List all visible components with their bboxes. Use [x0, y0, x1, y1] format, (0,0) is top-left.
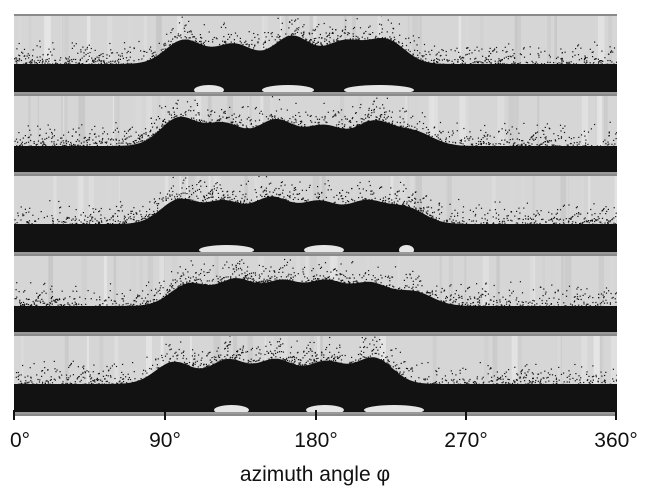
- separator-line: [14, 14, 617, 16]
- photo-strip-stack: [14, 14, 617, 416]
- tick-label-0: 0°: [9, 429, 31, 452]
- axis-ticks: [13, 410, 617, 420]
- tick-label-90: 90°: [149, 429, 181, 452]
- tick-label-180: 180°: [294, 429, 338, 452]
- separator-line: [14, 174, 617, 176]
- photo-panel-5: [14, 336, 617, 414]
- tick-label-270: 270°: [444, 429, 488, 452]
- separator-line: [14, 94, 617, 96]
- tick-label-360: 360°: [594, 429, 638, 452]
- photo-panel-2: [14, 96, 617, 174]
- photo-panel-1: [14, 16, 617, 94]
- photo-panel-4: [14, 256, 617, 334]
- photo-panel-3: [14, 176, 617, 254]
- separator-line: [14, 334, 617, 336]
- x-axis-label: azimuth angle φ: [239, 463, 391, 486]
- separator-line: [14, 254, 617, 256]
